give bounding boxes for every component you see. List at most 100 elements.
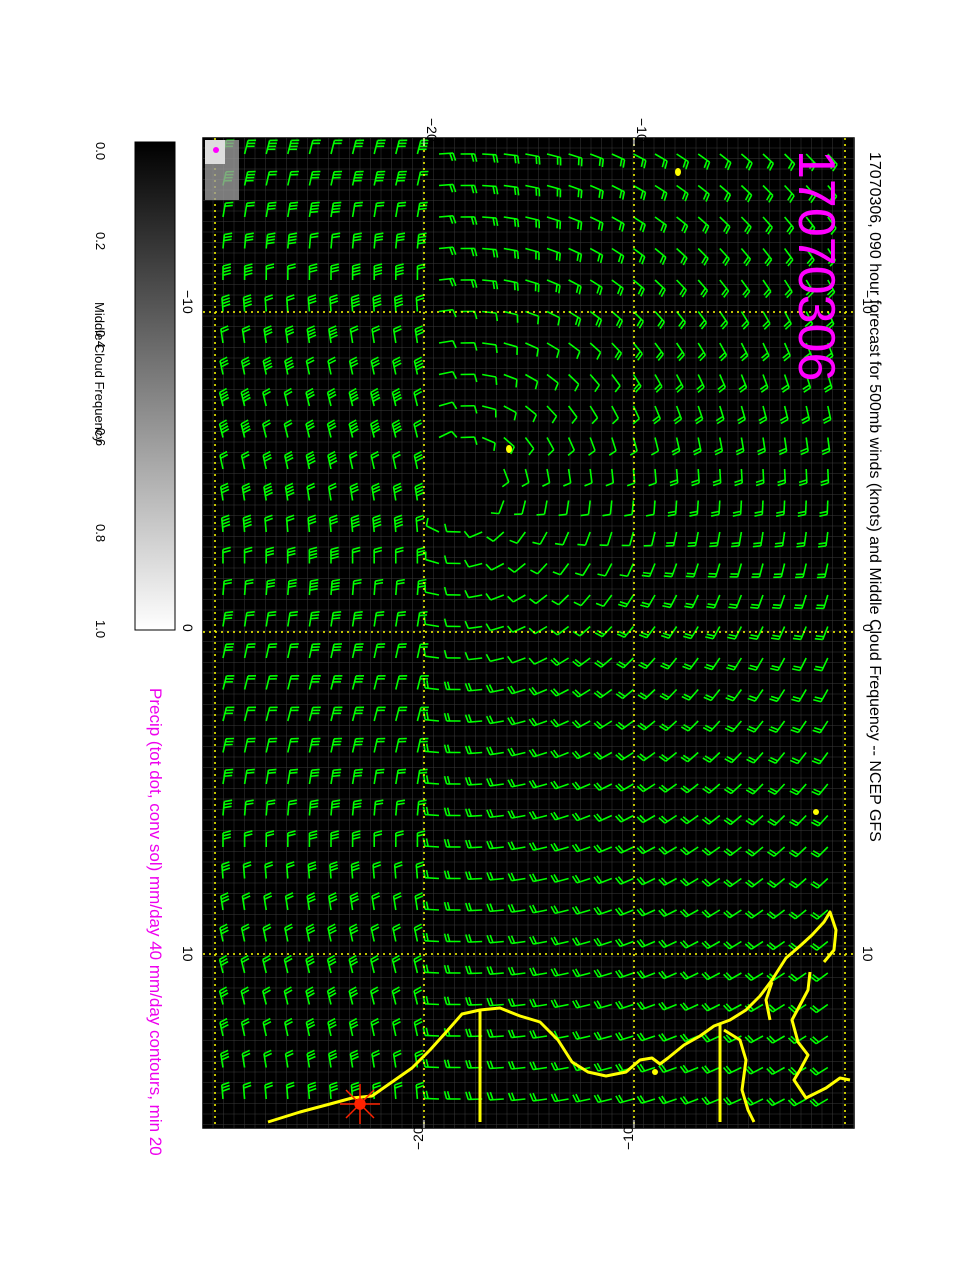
wind-barb [654,374,663,393]
wind-barb [464,839,483,849]
wind-barb [525,373,539,390]
wind-barb [443,1059,461,1069]
wind-barb [636,814,656,824]
wind-barb [719,184,732,203]
wind-barb [546,153,562,166]
wind-barb [802,374,812,393]
wind-barb [615,720,634,730]
wind-barb [243,578,254,596]
wind-barb [222,737,235,753]
wind-barb [768,751,786,765]
wind-barb [240,1017,250,1037]
wind-barb [413,986,423,1005]
wind-barb [719,311,729,330]
wind-barb [658,970,677,980]
wind-barb [529,594,548,605]
wind-barb [503,342,519,355]
wind-barb [550,905,569,915]
wind-barb [287,799,298,816]
storm-marker [340,1084,380,1124]
wind-barb [328,1081,339,1100]
wind-barb [422,964,440,974]
cloud-patch [205,140,239,200]
wind-barb [546,216,562,230]
wind-barb [580,500,591,517]
wind-barb [636,938,656,948]
wind-barb [371,482,381,501]
wind-barb [351,643,364,659]
wind-barb [460,342,478,351]
wind-barb [680,751,699,763]
wind-barb [546,342,560,359]
wind-barb [243,263,253,281]
wind-barb [550,718,569,728]
wind-barb [723,846,742,857]
wind-barb [392,892,402,911]
wind-barb [330,546,339,564]
wind-barb [262,1017,272,1037]
wind-barb [393,294,404,312]
wind-barb [589,342,602,360]
wind-barb [701,877,721,887]
wind-barb [638,657,656,670]
wind-barb [744,940,764,950]
wind-barb [658,783,678,793]
wind-barb [676,153,690,170]
wind-barb [589,184,604,200]
wind-barb [369,419,381,438]
wind-barb [611,342,623,361]
wind-barb [443,902,461,911]
wind-barb [486,840,504,850]
wind-barb [220,514,231,533]
wind-barb [486,903,504,913]
wind-barb [265,830,275,848]
wind-barb [796,531,807,548]
wind-barb [611,310,624,329]
colorbar-tick: 0.0 [93,142,108,161]
wind-barb [550,842,569,852]
wind-barb [572,657,591,667]
wind-barb [486,966,504,975]
wind-barb [240,356,251,375]
wind-barb [308,170,321,186]
wind-barb [241,892,251,911]
wind-barb [762,311,771,330]
wind-barb [265,263,275,281]
wind-barb [460,216,478,225]
wind-barb [307,294,317,312]
wind-barb [546,184,562,198]
wind-barb [809,1098,829,1107]
wind-barb [416,706,429,722]
wind-barb [593,1062,612,1072]
wind-barb [767,783,786,795]
latlon-grid [203,138,854,1128]
wind-barb [779,405,789,425]
wind-barb [750,594,764,609]
wind-barb [654,216,668,233]
wind-barb [550,999,569,1009]
wind-barb [571,905,591,915]
wind-barb [702,751,721,763]
wind-barb [219,482,230,501]
wind-barb [550,1093,569,1103]
wind-barb [464,682,483,692]
wind-barb [663,563,678,578]
wind-barb [507,1092,526,1102]
wind-barb [416,232,427,249]
wind-barb [422,774,440,785]
wind-barb [735,437,745,456]
wind-barb [308,232,319,249]
wind-barb [782,342,791,362]
lat-tick-top: −20 [424,118,440,142]
wind-barb [330,643,343,659]
wind-barb [614,876,634,885]
wind-barb [373,201,385,218]
wind-barb [414,892,424,911]
wind-barb [689,500,699,517]
wind-barb [662,594,678,609]
wind-barb [284,356,295,375]
wind-barb [220,325,229,344]
wind-barb [783,311,792,330]
wind-barb [287,611,299,627]
wind-barb [240,954,250,974]
